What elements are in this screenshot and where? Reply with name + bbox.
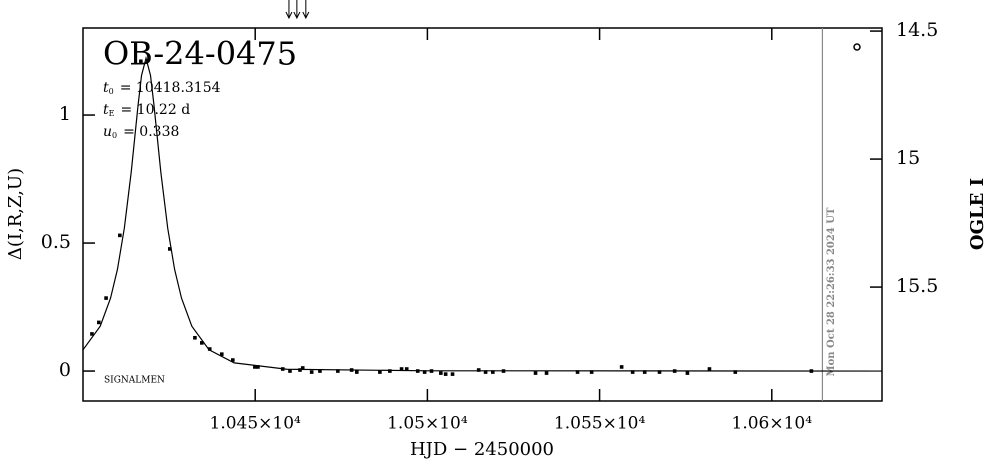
data-point (415, 369, 420, 373)
data-point (318, 369, 322, 373)
model-curve (82, 55, 883, 372)
data-point (672, 369, 677, 373)
data-point (288, 369, 292, 373)
data-point (589, 370, 594, 374)
data-point (309, 370, 314, 374)
fit-parameter: t0 = 10418.3154 (103, 80, 221, 96)
event-arrow (285, 0, 293, 20)
param-text: = 10418.3154 (120, 80, 221, 96)
data-point (207, 347, 212, 351)
param-symbol: t (103, 80, 109, 96)
data-point (349, 368, 354, 372)
data-point (491, 370, 495, 374)
data-point (139, 59, 143, 64)
data-point (193, 335, 197, 340)
data-point (388, 369, 392, 373)
event-arrow (293, 0, 301, 20)
y2-tick-label: 15 (896, 147, 920, 169)
y2-tick-label: 15.5 (896, 275, 938, 297)
data-point (685, 371, 690, 375)
data-point (354, 370, 359, 374)
y2-tick-label: 14.5 (896, 19, 938, 41)
data-point (642, 370, 647, 374)
x-tick-label: 1.045×10⁴ (210, 414, 302, 434)
data-point (219, 352, 224, 356)
now-label: Mon Oct 28 22:26:33 2024 UT (826, 207, 837, 376)
param-subscript: 0 (112, 131, 117, 140)
data-point (476, 368, 481, 372)
param-symbol: u (103, 124, 112, 140)
data-point (231, 358, 235, 362)
data-point (657, 370, 662, 374)
param-subscript: 0 (109, 87, 114, 96)
data-point (280, 367, 285, 371)
param-subscript: E (109, 109, 115, 118)
data-point (450, 372, 455, 376)
plot-frame (82, 27, 883, 402)
param-text: = 0.338 (123, 124, 179, 140)
data-point (253, 365, 257, 369)
data-point (422, 370, 427, 374)
footnote: SIGNALMEN (104, 376, 165, 386)
data-point (336, 369, 340, 373)
x-axis-label: HJD − 2450000 (410, 439, 554, 459)
data-point (443, 372, 448, 376)
data-point (104, 296, 108, 300)
data-point (483, 370, 488, 374)
data-point (429, 369, 434, 373)
data-point (630, 370, 635, 374)
data-point (544, 371, 549, 375)
data-point (501, 369, 506, 373)
data-point (733, 370, 738, 374)
x-tick-label: 1.05×10⁴ (387, 414, 468, 434)
ogle-symbol (853, 43, 861, 51)
data-point (378, 370, 382, 374)
fit-parameter: u0 = 0.338 (103, 124, 179, 140)
data-point (300, 366, 305, 370)
data-point (256, 365, 260, 369)
data-point (707, 367, 712, 371)
data-point (809, 369, 814, 373)
data-point (575, 370, 580, 374)
x-tick-label: 1.055×10⁴ (554, 414, 646, 434)
fit-parameter: tE = 10.22 d (103, 102, 190, 118)
y-axis-label: Δ(I,R,Z,U) (5, 168, 26, 260)
y-tick-label: 1 (59, 103, 71, 125)
data-point (200, 341, 204, 345)
data-point (167, 247, 172, 251)
y-tick-label: 0.5 (41, 231, 71, 253)
param-symbol: t (103, 102, 109, 118)
y-tick-label: 0 (59, 359, 71, 381)
y2-axis-label: OGLE I (967, 178, 986, 250)
data-point (97, 320, 101, 325)
data-point (439, 371, 443, 375)
data-point (90, 332, 94, 336)
data-point (298, 368, 302, 372)
chart-title: OB-24-0475 (103, 35, 297, 73)
data-point (404, 367, 409, 371)
data-point (533, 371, 538, 375)
data-point (118, 233, 122, 238)
data-point (399, 367, 404, 371)
event-arrow (302, 0, 310, 20)
data-point (619, 365, 624, 369)
x-tick-label: 1.06×10⁴ (732, 414, 813, 434)
